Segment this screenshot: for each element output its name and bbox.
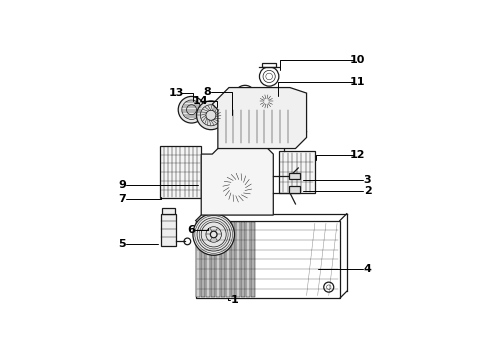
Circle shape [193, 214, 235, 255]
Text: 2: 2 [364, 186, 371, 196]
Circle shape [196, 101, 225, 130]
Bar [162, 208, 175, 214]
Bar [206, 222, 210, 297]
Text: 4: 4 [364, 264, 371, 274]
Text: 7: 7 [119, 194, 126, 204]
Polygon shape [289, 174, 300, 179]
Bar [241, 222, 245, 297]
Polygon shape [289, 186, 300, 193]
Circle shape [259, 67, 279, 86]
Text: 13: 13 [169, 88, 185, 98]
Bar [211, 222, 215, 297]
Bar [196, 222, 200, 297]
Circle shape [184, 238, 191, 245]
Bar [160, 146, 201, 198]
Text: 14: 14 [193, 96, 208, 106]
Bar [201, 222, 205, 297]
Text: 8: 8 [203, 87, 211, 97]
Circle shape [178, 96, 205, 123]
Bar [236, 222, 240, 297]
Text: 11: 11 [350, 77, 366, 87]
Text: 12: 12 [350, 150, 366, 161]
Text: 3: 3 [364, 175, 371, 185]
Bar [196, 221, 340, 298]
Bar [262, 63, 276, 67]
Text: 9: 9 [118, 180, 126, 190]
Polygon shape [201, 143, 273, 215]
Polygon shape [212, 87, 307, 149]
Text: 6: 6 [187, 225, 195, 235]
Text: 1: 1 [231, 294, 238, 305]
Bar [161, 214, 176, 246]
Bar [231, 222, 235, 297]
Bar [250, 222, 255, 297]
Bar [220, 222, 225, 297]
Text: 10: 10 [350, 55, 366, 65]
Bar [216, 222, 220, 297]
Bar [279, 151, 315, 193]
Circle shape [256, 91, 277, 112]
Circle shape [235, 85, 256, 107]
Text: 5: 5 [119, 239, 126, 249]
Bar [245, 222, 250, 297]
Bar [225, 222, 230, 297]
Circle shape [217, 167, 258, 208]
